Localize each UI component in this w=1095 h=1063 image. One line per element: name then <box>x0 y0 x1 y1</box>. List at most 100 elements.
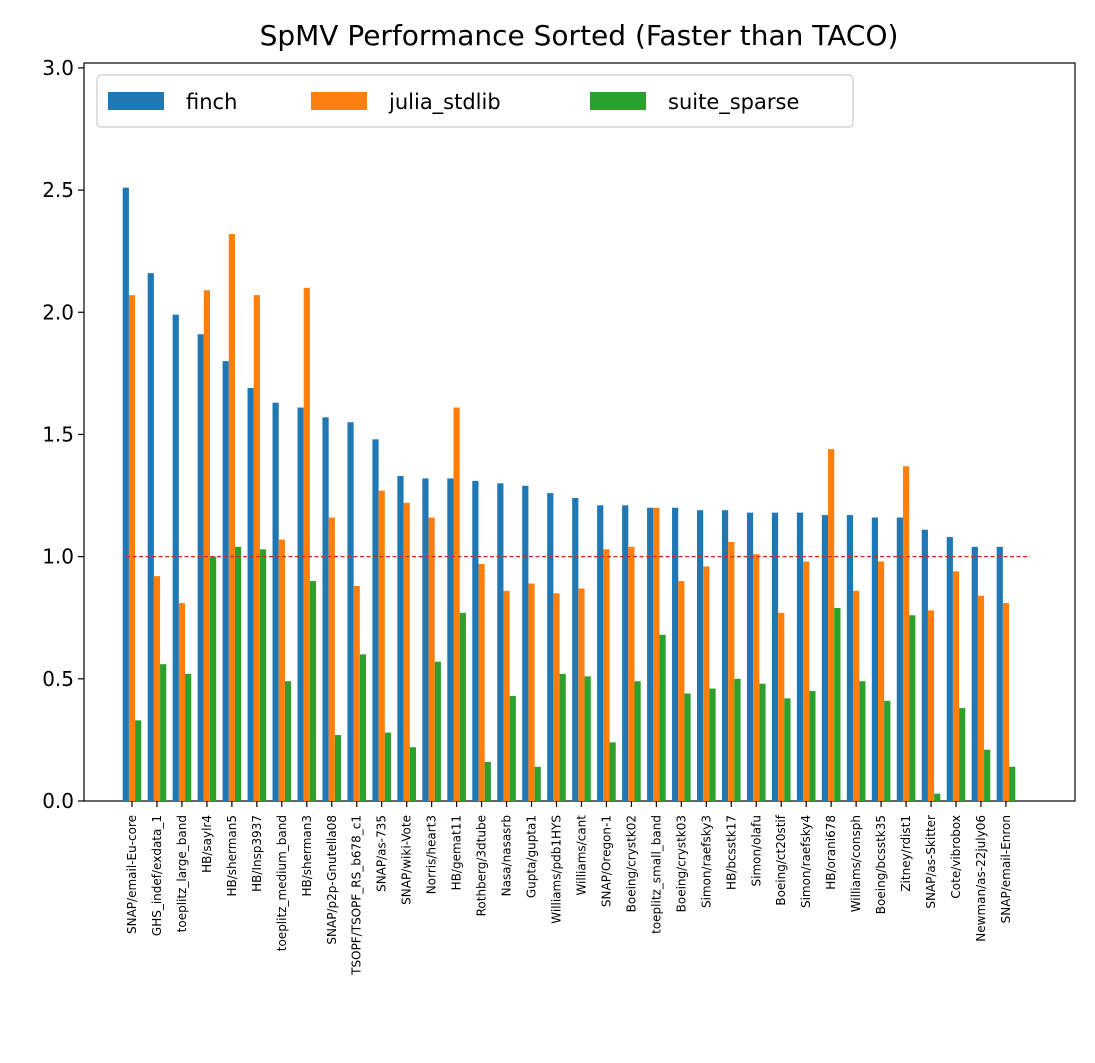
ytick-label: 3.0 <box>42 56 74 80</box>
bar-julia_stdlib <box>553 593 560 801</box>
bar-julia_stdlib <box>678 581 685 801</box>
xtick-label: Zitney/rdist1 <box>899 815 913 892</box>
bar-suite_sparse <box>359 654 367 801</box>
bar-finch <box>622 505 629 801</box>
bar-julia_stdlib <box>603 549 610 801</box>
xtick-label: Simon/raefsky4 <box>799 815 813 908</box>
xtick-label: toeplitz_medium_band <box>275 815 289 951</box>
bar-julia_stdlib <box>578 588 585 801</box>
xtick-label: Boeing/crystk03 <box>674 815 688 912</box>
bar-julia_stdlib <box>453 407 460 801</box>
bar-finch <box>447 478 454 801</box>
bar-suite_sparse <box>1009 766 1016 801</box>
bar-suite_sparse <box>984 749 991 801</box>
bar-julia_stdlib <box>303 287 310 801</box>
bar-suite_sparse <box>634 681 641 801</box>
bar-finch <box>522 485 529 801</box>
bar-finch <box>746 512 754 801</box>
xtick-label: Williams/cant <box>574 815 588 896</box>
bar-julia_stdlib <box>153 576 161 801</box>
legend: finch julia_stdlib suite_sparse <box>96 74 854 128</box>
xtick-label: toeplitz_large_band <box>175 815 189 932</box>
bar-suite_sparse <box>584 676 591 801</box>
bar-finch <box>672 507 679 801</box>
bar-suite_sparse <box>659 634 666 801</box>
bar-julia_stdlib <box>728 541 735 801</box>
xtick-label: SNAP/email-Enron <box>999 815 1013 923</box>
bar-finch <box>472 480 479 801</box>
legend-box <box>96 74 854 128</box>
xtick-label: Norris/heart3 <box>425 815 439 894</box>
bar-julia_stdlib <box>478 563 485 801</box>
bar-julia_stdlib <box>503 590 510 801</box>
bar-finch <box>147 273 154 801</box>
bar-finch <box>771 512 779 801</box>
bar-suite_sparse <box>160 664 167 801</box>
bar-suite_sparse <box>534 766 541 801</box>
bar-finch <box>322 417 329 801</box>
ytick-label: 2.5 <box>42 178 74 202</box>
xtick-label: toeplitz_small_band <box>649 815 663 934</box>
xtick-label: HB/sherman5 <box>225 815 239 897</box>
bar-julia_stdlib <box>1002 603 1010 801</box>
xtick-label: Williams/pdb1HYS <box>549 815 563 924</box>
bar-finch <box>946 537 953 801</box>
bar-julia_stdlib <box>778 612 785 801</box>
xtick-label: SNAP/as-735 <box>375 815 389 892</box>
xtick-label: HB/sherman3 <box>300 815 314 897</box>
bar-finch <box>846 515 854 801</box>
ytick-label: 0.0 <box>42 789 74 813</box>
bar-suite_sparse <box>284 681 292 801</box>
bar-suite_sparse <box>859 681 866 801</box>
bar-finch <box>547 493 554 801</box>
bar-julia_stdlib <box>203 290 211 801</box>
bar-suite_sparse <box>434 661 441 801</box>
xtick-label: Boeing/crystk02 <box>624 815 638 912</box>
bar-suite_sparse <box>210 556 217 801</box>
xtick-label: TSOPF/TSOPF_RS_b678_c1 <box>350 815 364 976</box>
bar-finch <box>497 483 504 801</box>
bar-suite_sparse <box>609 742 616 801</box>
bar-finch <box>971 546 978 801</box>
bar-suite_sparse <box>259 549 267 801</box>
xtick-label: SNAP/Oregon-1 <box>599 815 613 907</box>
bar-julia_stdlib <box>753 554 760 801</box>
bar-finch <box>721 510 729 801</box>
legend-label-suite_sparse: suite_sparse <box>668 90 799 115</box>
xtick-label: Simon/olafu <box>749 815 763 887</box>
xtick-label: Simon/raefsky3 <box>699 815 713 908</box>
bar-julia_stdlib <box>878 561 885 801</box>
bar-finch <box>821 515 829 801</box>
xtick-label: Nasa/nasasrb <box>500 815 514 896</box>
bar-finch <box>422 478 429 801</box>
chart-title: SpMV Performance Sorted (Faster than TAC… <box>260 19 899 52</box>
ytick-label: 1.0 <box>42 545 74 569</box>
bar-julia_stdlib <box>902 466 910 801</box>
ytick-label: 1.5 <box>42 422 74 446</box>
bar-finch <box>896 517 903 801</box>
bar-finch <box>272 402 279 801</box>
xtick-label: HB/gemat11 <box>450 815 464 890</box>
bar-suite_sparse <box>484 761 491 801</box>
bar-suite_sparse <box>459 612 466 801</box>
bar-suite_sparse <box>234 546 242 801</box>
bar-suite_sparse <box>185 673 192 801</box>
bar-finch <box>597 505 604 801</box>
bar-suite_sparse <box>384 732 391 801</box>
bar-julia_stdlib <box>952 571 960 801</box>
bar-finch <box>996 546 1003 801</box>
plot-area: 0.0 0.5 1.0 1.5 2.0 2.5 3.0 SNAP/email-Eu-core G… <box>42 56 1076 976</box>
bar-suite_sparse <box>734 678 741 801</box>
bar-julia_stdlib <box>653 507 660 801</box>
bar-julia_stdlib <box>378 490 385 801</box>
bar-suite_sparse <box>834 607 841 801</box>
bar-finch <box>122 187 129 801</box>
bar-julia_stdlib <box>178 603 186 801</box>
xtick-label: Boeing/ct20stif <box>774 814 788 905</box>
bar-suite_sparse <box>684 693 691 801</box>
bar-finch <box>172 314 179 801</box>
xtick-label: HB/orani678 <box>824 815 838 890</box>
bar-suite_sparse <box>135 720 142 801</box>
xtick-label: Cote/vibrobox <box>949 815 963 899</box>
